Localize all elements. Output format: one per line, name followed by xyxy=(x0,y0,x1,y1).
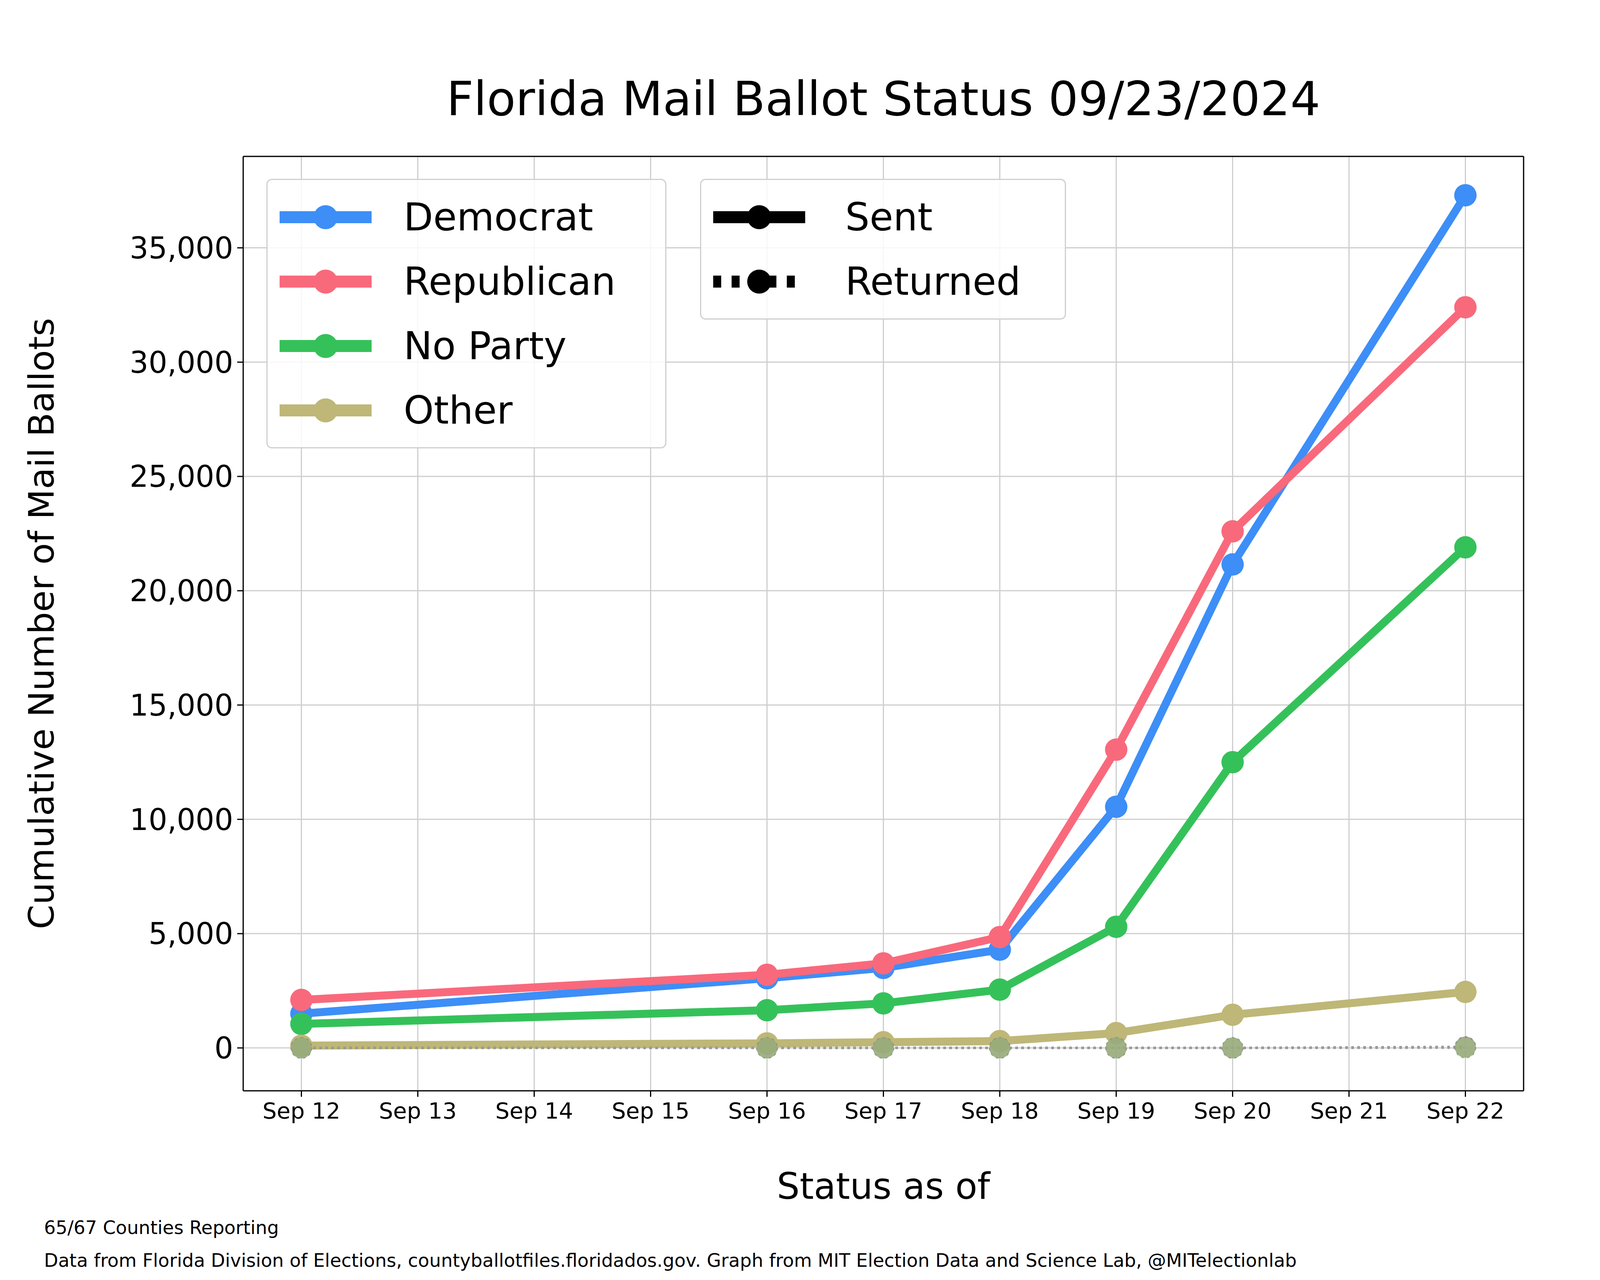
svg-text:Sep 16: Sep 16 xyxy=(728,1097,806,1124)
svg-text:Sep 18: Sep 18 xyxy=(960,1097,1039,1124)
svg-text:Sep 22: Sep 22 xyxy=(1426,1097,1505,1124)
svg-text:Sep 15: Sep 15 xyxy=(611,1097,690,1124)
html-text:Florida Mail Ballot Status 09/: Florida Mail Ballot Status 09/23/2024 xyxy=(446,71,1321,127)
svg-text:30,000: 30,000 xyxy=(129,345,234,380)
svg-text:Sep 17: Sep 17 xyxy=(844,1097,923,1124)
html-text:Data from Florida Division of: Data from Florida Division of Elections,… xyxy=(44,1249,1297,1272)
svg-text:10,000: 10,000 xyxy=(129,802,234,837)
svg-text:Sep 14: Sep 14 xyxy=(495,1097,574,1124)
svg-text:Sep 13: Sep 13 xyxy=(378,1097,457,1124)
svg-text:Sep 12: Sep 12 xyxy=(262,1097,341,1124)
svg-text:25,000: 25,000 xyxy=(129,459,234,494)
svg-text:5,000: 5,000 xyxy=(148,916,234,951)
html-text:Other: Other xyxy=(403,387,513,433)
html-text:Sent: Sent xyxy=(845,194,933,240)
svg-text:Sep 19: Sep 19 xyxy=(1077,1097,1156,1124)
html-text:No Party: No Party xyxy=(403,323,567,369)
html-text:Democrat: Democrat xyxy=(403,194,594,240)
html-text:Status as of: Status as of xyxy=(776,1165,990,1208)
html-text:Cumulative Number of Mail Ball: Cumulative Number of Mail Ballots xyxy=(20,317,62,930)
html-text:Republican: Republican xyxy=(403,259,616,304)
svg-text:15,000: 15,000 xyxy=(129,688,234,723)
html-text:Returned: Returned xyxy=(845,259,1021,304)
svg-text:Sep 21: Sep 21 xyxy=(1310,1097,1388,1124)
svg-text:0: 0 xyxy=(214,1030,234,1066)
svg-text:35,000: 35,000 xyxy=(129,230,234,266)
svg-text:20,000: 20,000 xyxy=(129,573,234,608)
html-text:65/67 Counties Reporting: 65/67 Counties Reporting xyxy=(44,1216,279,1239)
svg-text:Sep 20: Sep 20 xyxy=(1193,1097,1272,1124)
